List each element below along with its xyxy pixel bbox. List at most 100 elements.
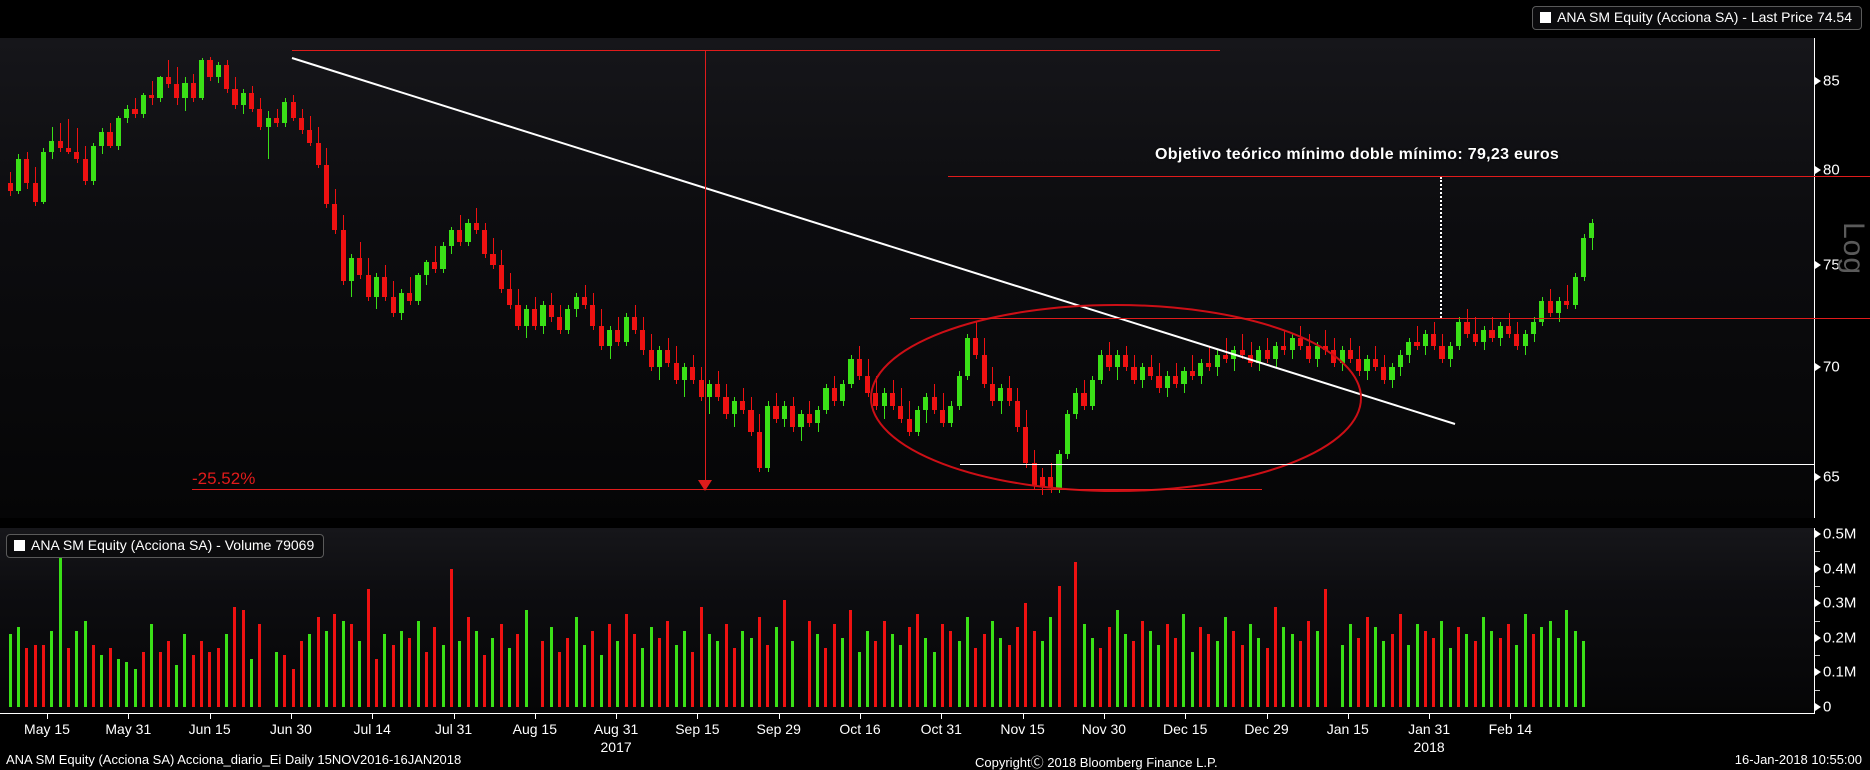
volume-bar [1232, 630, 1235, 707]
candle-body [1522, 333, 1528, 347]
candle-wick [1417, 325, 1418, 351]
volume-bar [42, 644, 45, 707]
candle-body [1098, 354, 1104, 380]
candle-body [906, 418, 912, 432]
volume-tick-0.3M: 0.3M [1815, 595, 1856, 611]
volume-bar [258, 623, 261, 707]
candle-body [1014, 401, 1020, 428]
candle-body [1031, 463, 1037, 486]
date-tick-label: Aug 15 [512, 721, 557, 737]
candle-body [898, 405, 904, 419]
date-tick-mark [1429, 713, 1431, 719]
candle-body [1272, 346, 1279, 359]
candle-body [290, 101, 296, 118]
measured-low-line [192, 489, 1262, 490]
candle-body [99, 131, 105, 147]
candle-body [1539, 301, 1545, 322]
candle-body [382, 277, 388, 298]
candle-body [806, 414, 812, 424]
volume-bar [1116, 610, 1119, 707]
candle-body [1414, 342, 1420, 347]
candle-body [440, 245, 446, 270]
volume-bar [125, 662, 128, 707]
date-tick-mark [1266, 713, 1268, 719]
candle-wick [1567, 285, 1568, 310]
volume-bar [658, 637, 661, 707]
volume-bar [242, 610, 245, 707]
candle-body [815, 409, 821, 424]
volume-legend-label: ANA SM Equity (Acciona SA) - Volume 7906… [31, 537, 315, 553]
candle-body [1123, 354, 1129, 368]
candle-body [390, 297, 396, 314]
candle-body [781, 405, 787, 419]
candle-body [1073, 392, 1079, 415]
price-axis[interactable]: 85 80 75 70 65 [1815, 38, 1870, 518]
candle-body [656, 350, 663, 368]
candle-body [1339, 350, 1345, 363]
volume-bar [17, 627, 20, 707]
volume-bar [708, 634, 711, 707]
price-legend[interactable]: ANA SM Equity (Acciona SA) - Last Price … [1532, 6, 1862, 31]
volume-bar [150, 623, 153, 707]
candle-body [365, 275, 371, 298]
candle-body [640, 329, 646, 351]
date-tick-mark [860, 713, 861, 719]
volume-bar [325, 630, 328, 707]
status-security-description: ANA SM Equity (Acciona SA) Acciona_diari… [6, 752, 462, 767]
volume-bar [491, 637, 494, 707]
candle-wick [268, 110, 269, 160]
volume-axis[interactable]: 0.5M 0.4M 0.3M 0.2M 0.1M 0 [1815, 527, 1870, 715]
date-tick-label: Jun 30 [269, 721, 312, 737]
volume-bar [50, 630, 53, 707]
volume-bar [566, 637, 569, 707]
date-axis[interactable]: May 15 May 31 Jun 15 Jun 30 Jul 14 Jul 31 Aug … [0, 713, 1815, 755]
price-tick-75: 75 [1815, 257, 1840, 273]
volume-tick-0.1M: 0.1M [1815, 664, 1856, 680]
volume-bar [1207, 634, 1210, 707]
candle-body [323, 164, 330, 204]
candle-body [798, 414, 804, 428]
candle-body [939, 409, 946, 424]
candle-body [598, 325, 604, 347]
volume-bar [1274, 606, 1277, 707]
candle-body [199, 60, 205, 99]
volume-bar [1515, 644, 1518, 707]
candle-body [1164, 375, 1170, 389]
target-price-line [948, 176, 1870, 177]
candle-body [1514, 333, 1520, 347]
volume-bar [924, 637, 927, 707]
candle-body [1114, 354, 1120, 368]
volume-bar [1091, 637, 1094, 707]
candle-body [1181, 371, 1187, 385]
volume-legend[interactable]: ANA SM Equity (Acciona SA) - Volume 7906… [6, 534, 325, 559]
target-annotation-label: Objetivo teórico mínimo doble mínimo: 79… [1155, 146, 1560, 163]
candle-body [865, 375, 871, 393]
volume-bar [608, 623, 611, 707]
candle-body [1589, 222, 1595, 239]
date-tick-label: May 15 [24, 721, 70, 737]
date-tick-label: Nov 30 [1081, 721, 1127, 737]
volume-bar [1540, 627, 1543, 707]
candle-wick [1475, 317, 1476, 347]
volume-bar [250, 658, 253, 707]
candle-body [740, 401, 746, 410]
volume-bar [508, 648, 511, 707]
candle-body [373, 277, 380, 298]
candle-body [1239, 350, 1245, 355]
volume-minor-tick [1815, 620, 1820, 622]
candle-body [681, 367, 688, 380]
candle-body [265, 117, 271, 127]
candle-body [881, 392, 887, 406]
date-tick-mark [778, 713, 780, 719]
volume-bar [783, 599, 786, 707]
volume-bar [25, 648, 28, 707]
volume-bar [991, 620, 994, 707]
volume-bar [858, 651, 861, 707]
volume-bar [966, 617, 969, 707]
date-tick-label: Sep 15 [675, 721, 720, 737]
candle-body [1064, 414, 1070, 455]
volume-bar [1424, 630, 1427, 707]
candle-body [914, 409, 921, 432]
volume-bar [974, 648, 977, 707]
